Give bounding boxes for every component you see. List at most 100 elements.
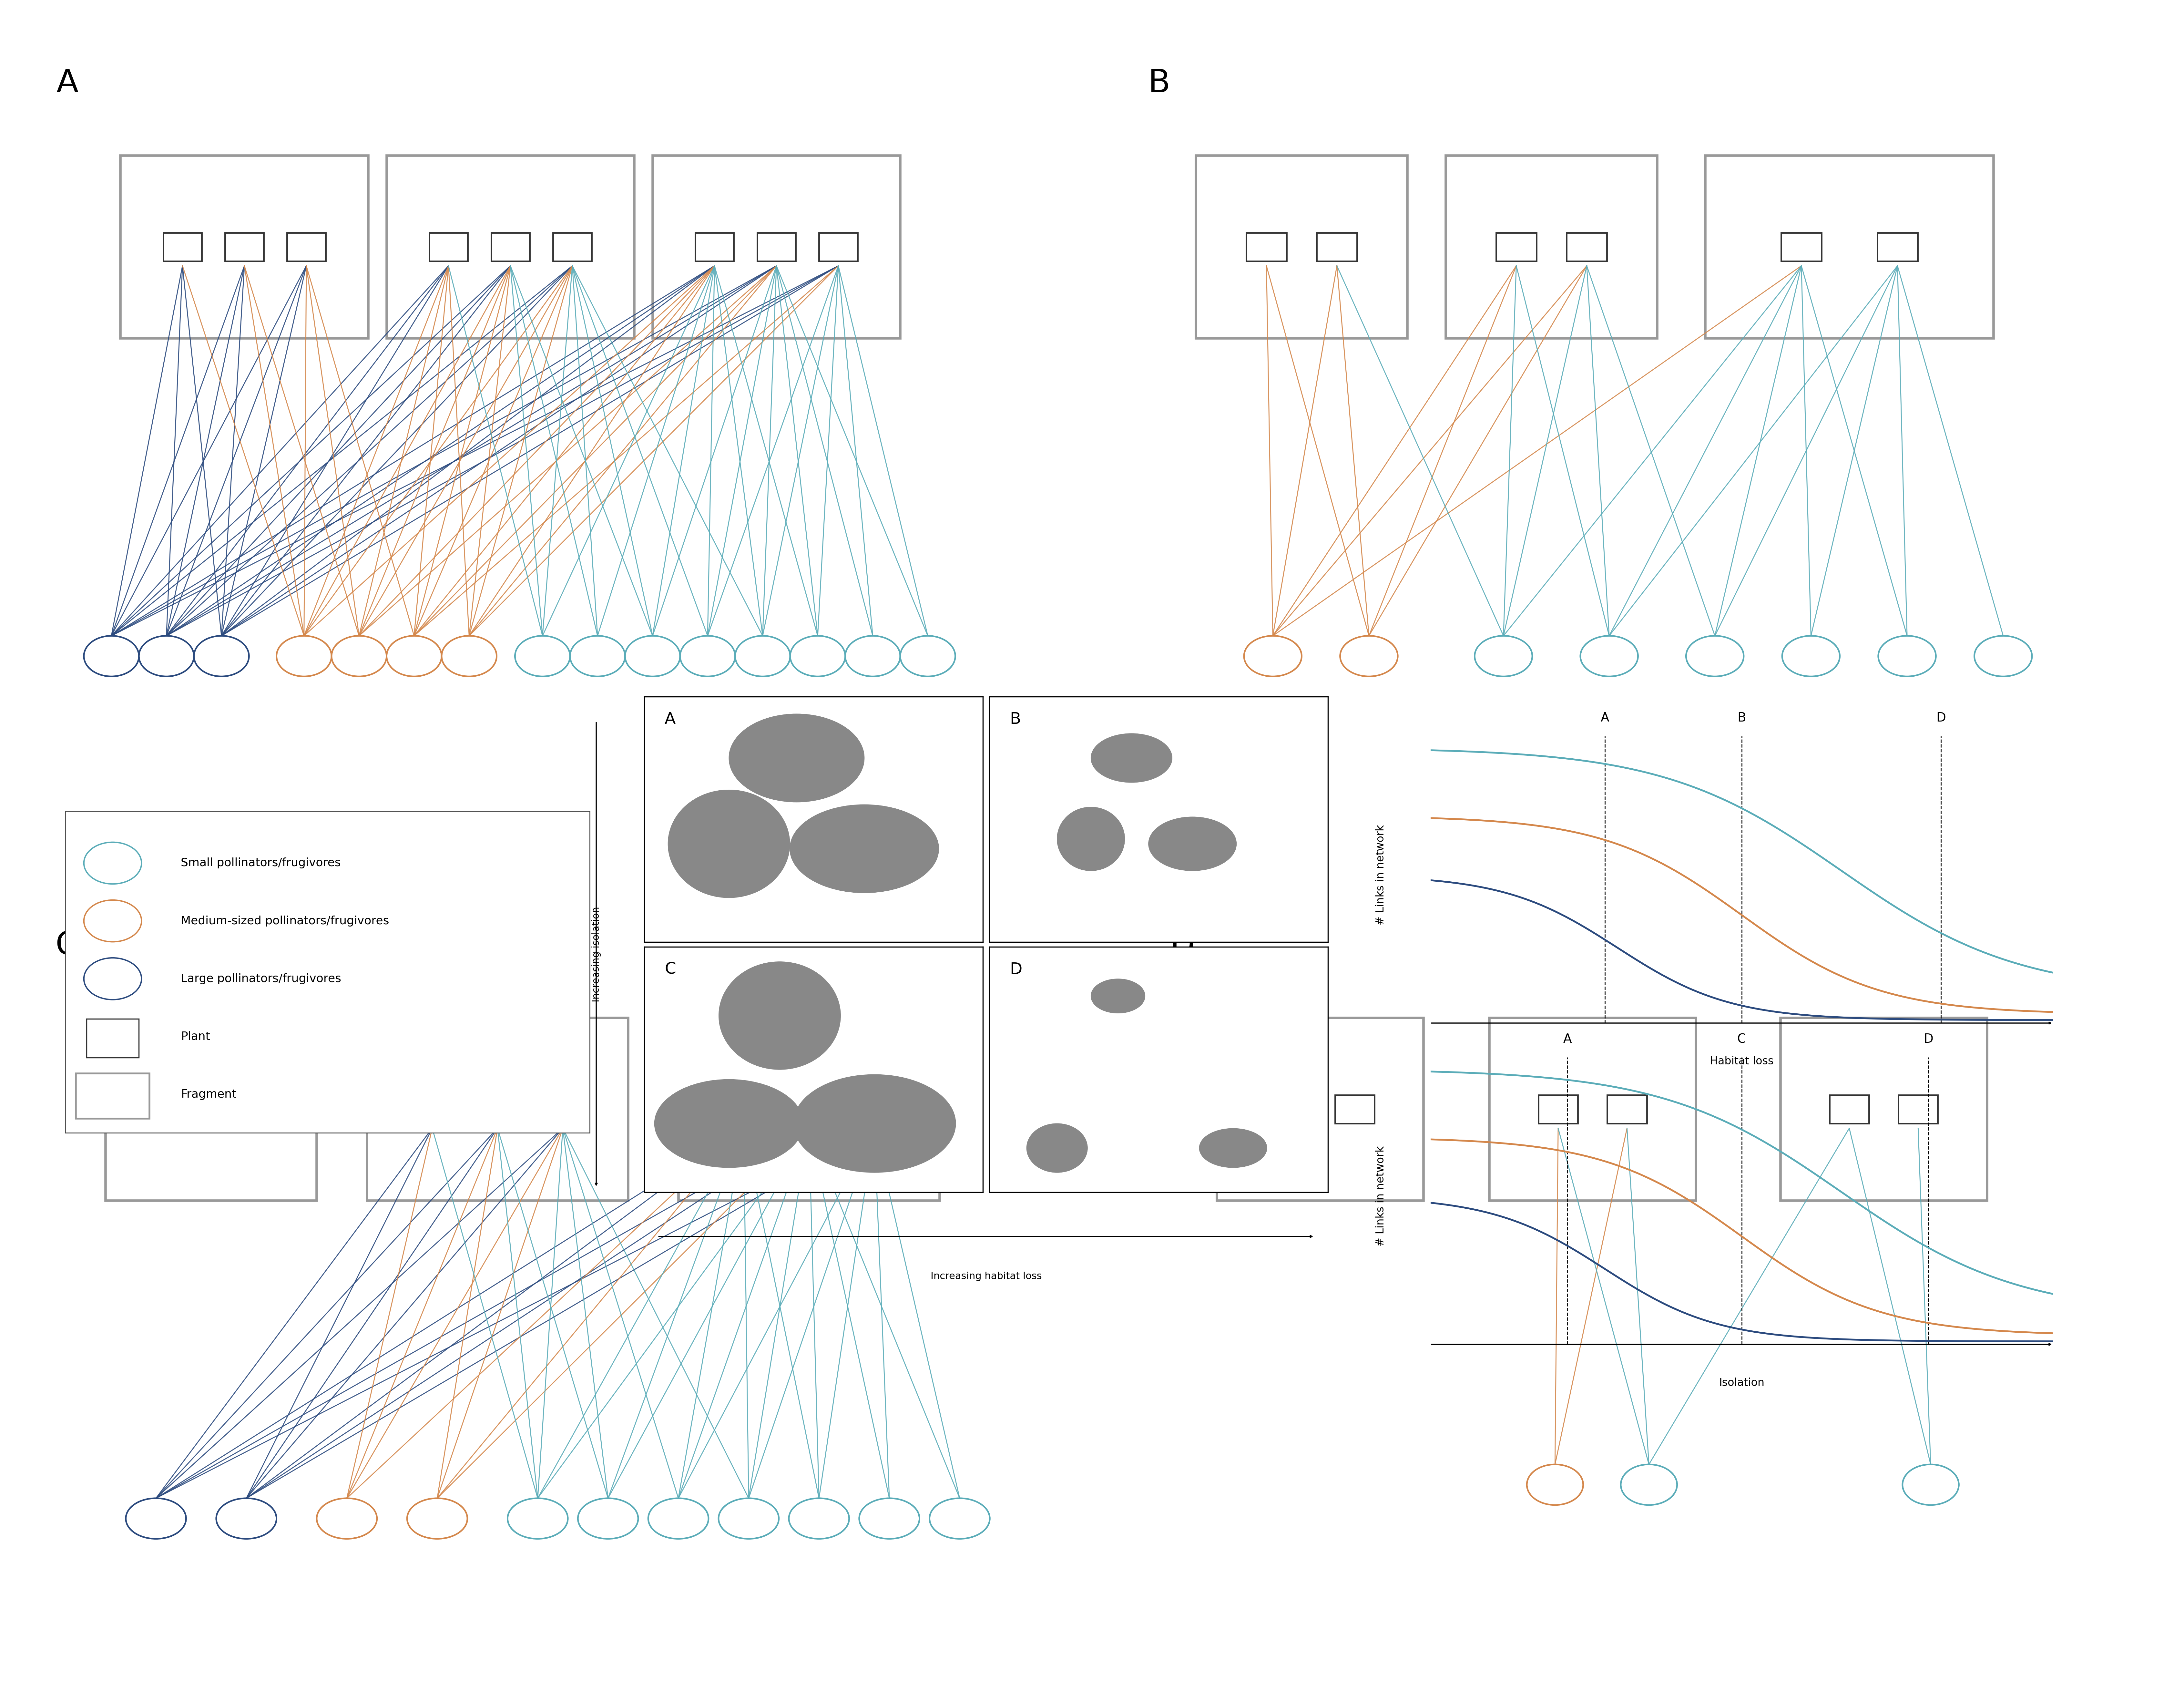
Bar [1830,1096,1870,1123]
Ellipse shape [679,636,736,676]
Ellipse shape [507,1498,568,1539]
Ellipse shape [655,1079,804,1167]
Ellipse shape [1341,636,1398,676]
Ellipse shape [793,1074,957,1172]
Bar [387,156,633,338]
Text: C: C [55,930,79,962]
Ellipse shape [1199,1128,1267,1167]
Bar [491,233,531,260]
Ellipse shape [1245,636,1302,676]
Ellipse shape [332,636,387,676]
Ellipse shape [579,1498,638,1539]
Bar [430,233,467,260]
Ellipse shape [1581,636,1638,676]
Bar [411,1096,454,1123]
Ellipse shape [1902,1464,1959,1505]
Text: D: D [1924,1033,1933,1045]
Bar [105,1018,317,1201]
Text: D: D [1171,930,1195,962]
Bar [87,1020,140,1057]
Text: C: C [664,962,675,977]
Text: A: A [664,712,675,727]
Text: Large pollinators/frugivores: Large pollinators/frugivores [181,974,341,984]
Ellipse shape [1057,807,1125,871]
Ellipse shape [83,900,142,942]
Bar [242,1096,286,1123]
Text: A: A [57,68,79,100]
Text: # Links in network: # Links in network [1376,825,1387,925]
Text: C: C [1736,1033,1747,1045]
Bar [1489,1018,1697,1201]
Ellipse shape [387,636,441,676]
Bar [653,156,900,338]
Ellipse shape [570,636,625,676]
Ellipse shape [736,636,791,676]
Bar [1216,1018,1424,1201]
Bar [286,233,325,260]
Bar [695,233,734,260]
Text: B: B [1009,712,1020,727]
Ellipse shape [930,1498,989,1539]
Ellipse shape [1686,636,1743,676]
Ellipse shape [83,957,142,999]
Ellipse shape [406,1498,467,1539]
Ellipse shape [515,636,570,676]
Text: D: D [1935,712,1946,724]
Ellipse shape [1527,1464,1583,1505]
Bar [1782,233,1821,260]
Ellipse shape [858,1498,919,1539]
Bar [788,1096,830,1123]
Bar [542,1096,583,1123]
Ellipse shape [900,636,954,676]
Ellipse shape [1149,817,1236,871]
Bar [1898,1096,1937,1123]
Text: B: B [1149,68,1171,100]
Ellipse shape [649,1498,708,1539]
Bar [723,1096,764,1123]
Bar [553,233,592,260]
Text: Fragment: Fragment [181,1089,236,1099]
Bar [225,233,264,260]
Bar [164,233,201,260]
Bar [138,1096,179,1123]
Ellipse shape [1621,1464,1677,1505]
Bar [1334,1096,1374,1123]
Ellipse shape [1474,636,1533,676]
Ellipse shape [791,805,939,893]
Ellipse shape [719,1498,780,1539]
Text: Plant: Plant [181,1032,210,1042]
Bar [1197,156,1406,338]
Text: Increasing isolation: Increasing isolation [592,906,601,1003]
Bar [1446,156,1658,338]
Text: A: A [1564,1033,1572,1045]
Ellipse shape [729,714,865,802]
Bar [758,233,795,260]
Ellipse shape [1026,1123,1088,1172]
Ellipse shape [441,636,496,676]
Text: Small pollinators/frugivores: Small pollinators/frugivores [181,857,341,869]
Ellipse shape [140,636,194,676]
Bar [1607,1096,1647,1123]
Ellipse shape [1974,636,2031,676]
Bar [1496,233,1538,260]
Ellipse shape [788,1498,850,1539]
Bar [819,233,858,260]
Text: B: B [1738,712,1745,724]
Text: # Links in network: # Links in network [1376,1146,1387,1246]
Text: Increasing habitat loss: Increasing habitat loss [930,1272,1042,1282]
Ellipse shape [277,636,332,676]
Bar [854,1096,895,1123]
Ellipse shape [668,790,791,898]
Ellipse shape [845,636,900,676]
Bar [679,1018,939,1201]
Ellipse shape [1092,979,1144,1013]
Ellipse shape [127,1498,186,1539]
Text: D: D [1009,962,1022,977]
Ellipse shape [719,962,841,1070]
Ellipse shape [317,1498,378,1539]
Text: Isolation: Isolation [1719,1378,1765,1388]
Text: A: A [1601,712,1610,724]
Bar [1538,1096,1577,1123]
Bar [190,1096,232,1123]
Ellipse shape [1092,734,1173,783]
